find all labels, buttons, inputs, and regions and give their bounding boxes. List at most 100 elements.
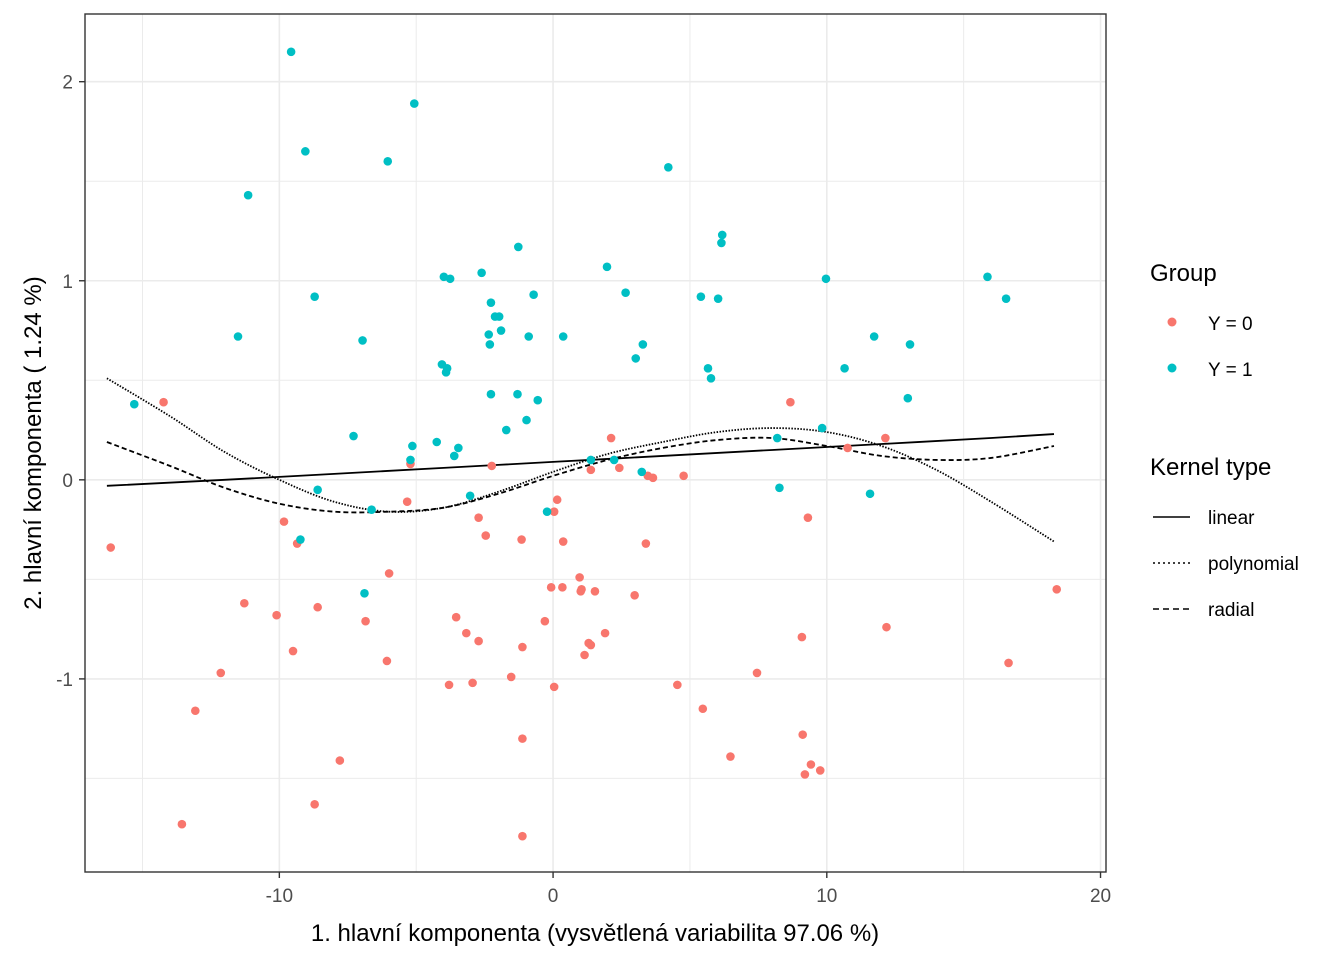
point-y-1 bbox=[522, 416, 531, 425]
point-y-0 bbox=[106, 543, 115, 552]
legend-kernel-title: Kernel type bbox=[1150, 454, 1271, 481]
point-y-0 bbox=[383, 657, 392, 666]
point-y-1 bbox=[495, 312, 504, 321]
point-y-0 bbox=[541, 617, 550, 626]
point-y-1 bbox=[487, 298, 496, 307]
point-y-0 bbox=[216, 669, 225, 678]
point-y-1 bbox=[1002, 294, 1011, 303]
legend-group-title: Group bbox=[1150, 260, 1217, 287]
point-y-0 bbox=[587, 466, 596, 475]
point-y-0 bbox=[481, 531, 490, 540]
point-y-0 bbox=[699, 704, 708, 713]
point-y-1 bbox=[559, 332, 568, 341]
point-y-1 bbox=[406, 456, 415, 465]
point-y-0 bbox=[798, 730, 807, 739]
point-y-1 bbox=[287, 48, 296, 57]
point-y-1 bbox=[130, 400, 139, 409]
point-y-0 bbox=[558, 583, 567, 592]
point-y-0 bbox=[580, 651, 589, 660]
point-y-0 bbox=[607, 434, 616, 443]
point-y-0 bbox=[289, 647, 298, 656]
point-y-0 bbox=[191, 706, 200, 715]
x-tick-label: 10 bbox=[816, 886, 837, 907]
point-y-0 bbox=[547, 583, 556, 592]
point-y-0 bbox=[272, 611, 281, 620]
point-y-0 bbox=[591, 587, 600, 596]
point-y-0 bbox=[310, 800, 319, 809]
point-y-0 bbox=[1004, 659, 1013, 668]
point-y-1 bbox=[502, 426, 511, 435]
point-y-1 bbox=[454, 444, 463, 453]
point-y-1 bbox=[773, 434, 782, 443]
point-y-1 bbox=[529, 290, 538, 299]
point-y-0 bbox=[642, 539, 651, 548]
point-y-1 bbox=[524, 332, 533, 341]
point-y-1 bbox=[408, 442, 417, 451]
legend-label-y1: Y = 1 bbox=[1208, 360, 1253, 381]
point-y-1 bbox=[443, 364, 452, 373]
point-y-1 bbox=[234, 332, 243, 341]
point-y-1 bbox=[718, 231, 727, 240]
y-tick-label: 1 bbox=[62, 272, 73, 293]
point-y-0 bbox=[801, 770, 810, 779]
point-y-1 bbox=[446, 274, 455, 283]
point-y-0 bbox=[804, 513, 813, 522]
y-tick-label: 0 bbox=[62, 471, 73, 492]
point-y-0 bbox=[518, 734, 527, 743]
point-y-0 bbox=[240, 599, 249, 608]
point-y-1 bbox=[822, 274, 831, 283]
point-y-1 bbox=[484, 330, 493, 339]
point-y-0 bbox=[630, 591, 639, 600]
point-y-0 bbox=[559, 537, 568, 546]
point-y-1 bbox=[296, 535, 305, 544]
point-y-0 bbox=[518, 832, 527, 841]
point-y-0 bbox=[679, 472, 688, 481]
point-y-1 bbox=[486, 340, 495, 349]
point-y-0 bbox=[361, 617, 370, 626]
point-y-1 bbox=[775, 483, 784, 492]
point-y-0 bbox=[336, 756, 345, 765]
legend-label-linear: linear bbox=[1208, 508, 1255, 529]
point-y-0 bbox=[468, 679, 477, 688]
point-y-0 bbox=[385, 569, 394, 578]
point-y-0 bbox=[487, 462, 496, 471]
point-y-1 bbox=[631, 354, 640, 363]
point-y-0 bbox=[280, 517, 289, 526]
panel-background bbox=[85, 14, 1106, 872]
point-y-1 bbox=[610, 456, 619, 465]
y-tick-label: 2 bbox=[62, 73, 73, 94]
point-y-0 bbox=[159, 398, 168, 407]
point-y-1 bbox=[383, 157, 392, 166]
point-y-1 bbox=[477, 268, 486, 277]
point-y-0 bbox=[577, 585, 586, 594]
point-y-1 bbox=[866, 489, 875, 498]
point-y-1 bbox=[367, 505, 376, 514]
x-tick-label: 0 bbox=[548, 886, 559, 907]
legend-key-y0 bbox=[1168, 318, 1177, 327]
point-y-1 bbox=[360, 589, 369, 598]
point-y-1 bbox=[410, 99, 419, 108]
point-y-0 bbox=[462, 629, 471, 638]
point-y-1 bbox=[983, 272, 992, 281]
point-y-1 bbox=[603, 263, 612, 272]
point-y-1 bbox=[543, 507, 552, 516]
point-y-1 bbox=[313, 485, 322, 494]
point-y-0 bbox=[601, 629, 610, 638]
point-y-1 bbox=[621, 288, 630, 297]
legend-label-radial: radial bbox=[1208, 600, 1254, 621]
point-y-0 bbox=[553, 495, 562, 504]
point-y-0 bbox=[517, 535, 526, 544]
point-y-1 bbox=[244, 191, 253, 200]
y-axis-title: 2. hlavní komponenta ( 1.24 %) bbox=[20, 276, 47, 610]
point-y-1 bbox=[906, 340, 915, 349]
point-y-0 bbox=[798, 633, 807, 642]
point-y-0 bbox=[507, 673, 516, 682]
point-y-1 bbox=[840, 364, 849, 373]
point-y-1 bbox=[717, 239, 726, 248]
point-y-1 bbox=[310, 292, 319, 301]
point-y-0 bbox=[584, 639, 593, 648]
x-axis-ticks: -10 0 10 20 bbox=[266, 872, 1111, 907]
point-y-0 bbox=[816, 766, 825, 775]
point-y-1 bbox=[487, 390, 496, 399]
